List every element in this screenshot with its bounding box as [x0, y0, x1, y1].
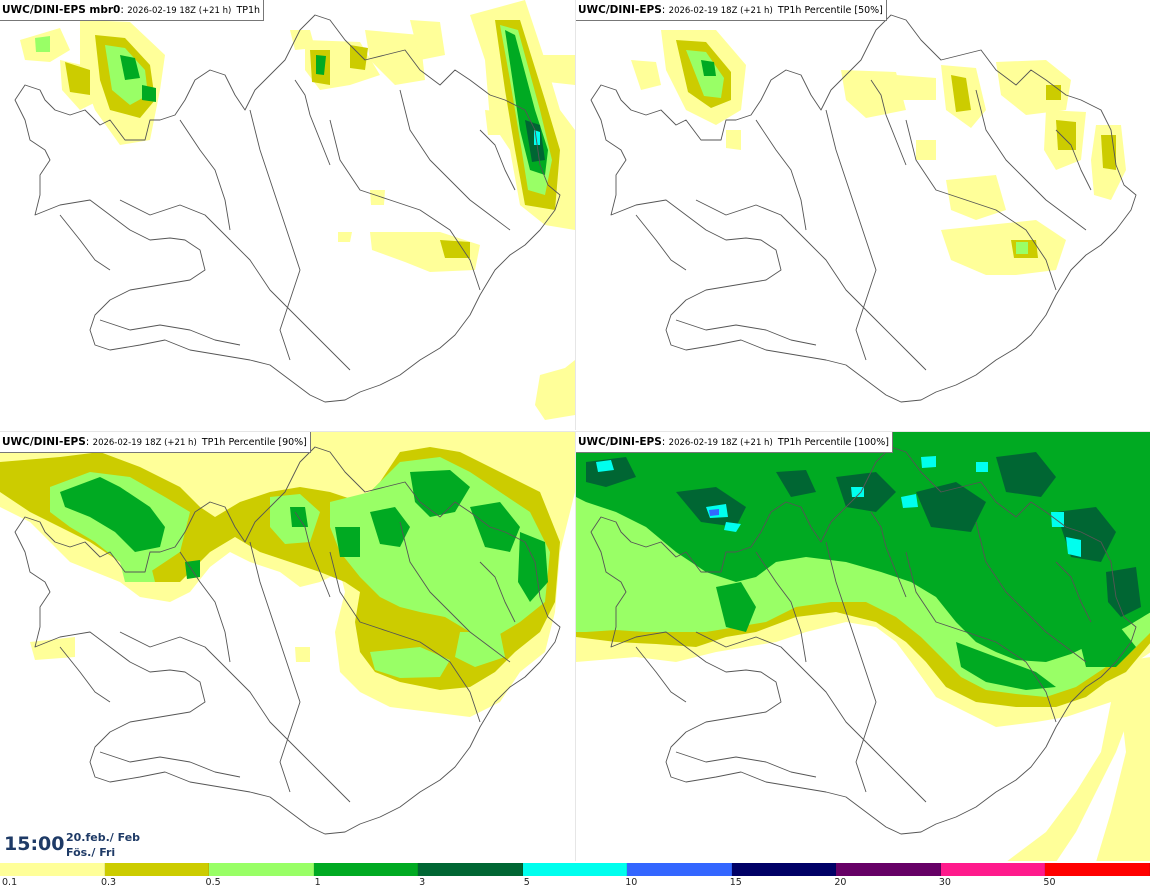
valid-date: 20.feb./ Feb [66, 831, 141, 844]
panel-field: TP1h [236, 5, 261, 16]
panel-model: UWC/DINI-EPS [578, 4, 662, 16]
legend-tick-label: 3 [419, 877, 426, 888]
panel-run: 2026-02-19 18Z (+21 h) [668, 6, 773, 16]
legend-swatch [940, 863, 1046, 876]
valid-time: 15:00 [4, 833, 65, 855]
coastline-and-roads [14, 446, 561, 835]
legend-swatch [1045, 863, 1150, 876]
panel-title: UWC/DINI-EPS: 2026-02-19 18Z (+21 h) TP1… [576, 0, 887, 21]
precip-fill [631, 30, 1126, 275]
legend-colorbar [0, 863, 1150, 876]
legend-swatch [627, 863, 732, 876]
panel-title: UWC/DINI-EPS: 2026-02-19 18Z (+21 h) TP1… [0, 432, 311, 453]
map-panel-p50: UWC/DINI-EPS: 2026-02-19 18Z (+21 h) TP1… [575, 0, 1150, 430]
legend-tick-label: 1 [314, 877, 321, 888]
panel-field: TP1h Percentile [90%] [201, 437, 307, 448]
panel-model: UWC/DINI-EPS [578, 436, 662, 448]
valid-time-box: 15:00 20.feb./ Feb Fös./ Fri [0, 826, 150, 862]
panel-title: UWC/DINI-EPS: 2026-02-19 18Z (+21 h) TP1… [576, 432, 893, 453]
legend-swatch [313, 863, 419, 876]
legend-tick-label: 5 [523, 877, 530, 888]
legend-tick-label: 0.5 [205, 877, 221, 888]
map-panel-p90: UWC/DINI-EPS: 2026-02-19 18Z (+21 h) TP1… [0, 431, 575, 861]
legend-swatch [522, 863, 628, 876]
precip-fill [20, 0, 575, 420]
panel-model: UWC/DINI-EPS [2, 436, 86, 448]
precip-map [590, 14, 1137, 403]
precip-map [576, 432, 1150, 861]
legend-tick-label: 15 [729, 877, 742, 888]
coastline-and-roads [590, 14, 1137, 403]
panel-run: 2026-02-19 18Z (+21 h) [127, 6, 232, 16]
map-panel-p100: UWC/DINI-EPS: 2026-02-19 18Z (+21 h) TP1… [575, 431, 1150, 861]
legend-tick-label: 50 [1043, 877, 1056, 888]
panel-run: 2026-02-19 18Z (+21 h) [668, 438, 773, 448]
panel-model: UWC/DINI-EPS mbr0 [2, 4, 121, 16]
panel-field: TP1h Percentile [50%] [777, 5, 883, 16]
legend-tick-label: 30 [938, 877, 951, 888]
map-panel-mbr0: UWC/DINI-EPS mbr0: 2026-02-19 18Z (+21 h… [0, 0, 575, 430]
legend-swatch [104, 863, 210, 876]
panel-title: UWC/DINI-EPS mbr0: 2026-02-19 18Z (+21 h… [0, 0, 265, 21]
legend-swatch [418, 863, 523, 876]
coastline-and-roads [14, 14, 561, 403]
legend-swatch [0, 863, 105, 876]
legend-labels: 0.1 0.3 0.5 1 3 5 10 15 20 30 50 [0, 877, 1150, 891]
precip-fill [0, 432, 575, 717]
precip-map [14, 0, 575, 420]
panel-field: TP1h Percentile [100%] [777, 437, 889, 448]
color-legend: 0.1 0.3 0.5 1 3 5 10 15 20 30 50 [0, 862, 1150, 891]
legend-swatch [731, 863, 837, 876]
legend-tick-label: 0.3 [100, 877, 117, 888]
precip-fill [576, 432, 1150, 861]
legend-tick-label: 10 [625, 877, 638, 888]
legend-tick-label: 0.1 [2, 877, 18, 888]
legend-swatch [836, 863, 941, 876]
legend-swatch [209, 863, 314, 876]
panel-run: 2026-02-19 18Z (+21 h) [92, 438, 197, 448]
precip-map [0, 432, 575, 835]
valid-weekday: Fös./ Fri [66, 846, 116, 859]
coastline-and-roads [590, 446, 1137, 835]
legend-tick-label: 20 [834, 877, 847, 888]
